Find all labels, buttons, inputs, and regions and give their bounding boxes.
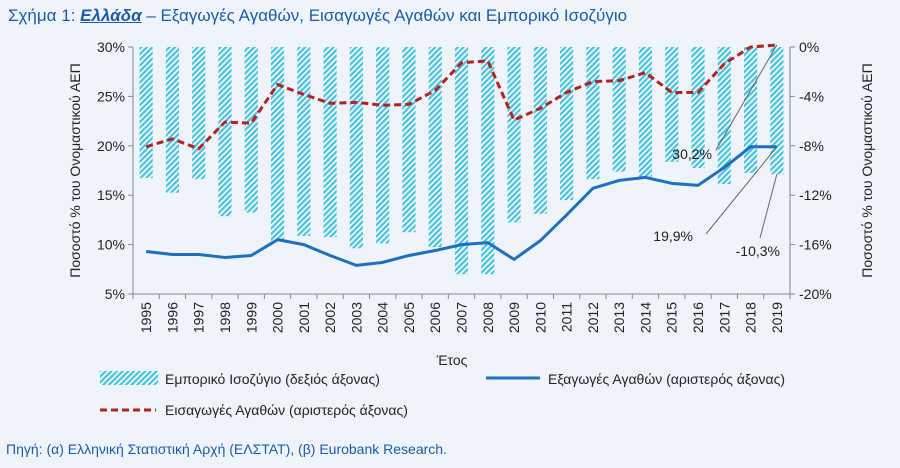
x-tick-label-2015: 2015 [664,302,680,333]
bar-2007 [454,47,469,275]
x-axis-title: Έτος [436,352,468,368]
legend: Εμπορικό Ισοζύγιο (δεξιός άξονας) Εξαγωγέ… [100,371,785,418]
bar-1996 [165,47,179,193]
left-tick-label: 25% [97,88,125,104]
legend-label-exports: Εξαγωγές Αγαθών (αριστερός άξονας) [548,371,785,387]
bar-series [139,47,784,275]
bar-2010 [533,47,547,214]
x-tick-label-1997: 1997 [191,302,207,333]
right-tick-label: -16% [799,237,832,253]
x-tick-label-1995: 1995 [138,302,154,333]
x-tick-label-2017: 2017 [716,302,732,333]
title-prefix: Σχήμα 1: [8,6,81,25]
right-tick-label: 0% [799,39,819,55]
right-tick-label: -20% [799,286,832,302]
x-tick-label-2013: 2013 [611,302,627,333]
right-tick-label: -4% [799,88,824,104]
x-tick-label-2007: 2007 [454,302,470,333]
right-tick-label: -12% [799,187,832,203]
x-tick-label-2019: 2019 [769,302,785,333]
x-tick-label-2006: 2006 [427,302,443,333]
exports-annotation-leader [705,146,778,235]
x-tick-label-2010: 2010 [532,302,548,333]
bar-2005 [402,47,416,233]
title-country: Ελλάδα [80,6,142,25]
title-rest: – Εξαγωγές Αγαθών, Εισαγωγές Αγαθών και … [141,6,628,25]
annotations: 30,2% 19,9% -10,3% [653,44,780,259]
x-tick-label-1999: 1999 [243,302,259,333]
left-tick-label: 15% [97,187,125,203]
x-tick-label-2009: 2009 [506,302,522,333]
exports-annotation: 19,9% [653,228,693,244]
x-tick-label-2012: 2012 [585,302,601,333]
x-tick-label-2018: 2018 [743,302,759,333]
bar-2013 [612,47,626,172]
right-tick-label: -8% [799,138,824,154]
bar-2012 [586,47,600,180]
line-series [145,43,777,267]
left-tick-label: 10% [97,237,125,253]
x-tick-label-2001: 2001 [296,302,312,333]
imports-annotation: 30,2% [672,146,712,162]
bar-2001 [297,47,311,236]
x-tick-label-2003: 2003 [348,302,364,333]
chart-title: Σχήμα 1: Ελλάδα – Εξαγωγές Αγαθών, Εισαγ… [8,6,627,26]
exports-line [145,145,777,267]
source-note: Πηγή: (α) Ελληνική Στατιστική Αρχή (ΕΛΣΤ… [6,441,447,457]
bar-2003 [349,47,363,249]
bar-2017 [717,47,731,185]
legend-label-imports: Εισαγωγές Αγαθών (αριστερός άξονας) [165,402,408,418]
y-left-axis-title: Ποσοστό % του Ονομαστικού ΑΕΠ [67,63,83,277]
imports-line [145,43,777,151]
x-tick-label-2000: 2000 [270,302,286,333]
bar-2008 [481,47,495,275]
left-tick-label: 30% [97,39,125,55]
bar-1995 [139,47,153,178]
bar-2018 [744,47,758,173]
bar-2016 [691,47,705,169]
x-tick-label-2004: 2004 [375,302,391,333]
bar-2019 [770,47,784,175]
bar-2015 [665,47,679,162]
left-tick-label: 20% [97,138,125,154]
x-tick-label-2016: 2016 [690,302,706,333]
bar-2000 [270,47,285,241]
bar-2002 [323,47,337,238]
x-tick-label-2005: 2005 [401,302,417,333]
x-tick-label-1998: 1998 [217,302,233,333]
bar-2014 [638,47,653,177]
legend-swatch-balance [100,371,158,385]
legend-label-balance: Εμπορικό Ισοζύγιο (δεξιός άξονας) [165,371,380,387]
bar-2011 [560,47,574,201]
bar-2004 [376,47,390,244]
x-tick-label-2002: 2002 [322,302,338,333]
x-tick-label-2014: 2014 [637,302,653,333]
y-right-axis-title: Ποσοστό % του Ονομαστικού ΑΕΠ [859,63,875,277]
balance-annotation: -10,3% [736,243,780,259]
bar-2009 [507,47,521,223]
left-tick-label: 5% [105,286,125,302]
bar-2006 [428,47,442,248]
bar-1998 [218,47,232,217]
bar-1999 [244,47,258,213]
imports-annotation-leader [715,44,778,151]
balance-annotation-leader [759,174,778,239]
x-tick-label-2011: 2011 [559,302,575,332]
bar-1997 [192,47,206,180]
x-tick-label-1996: 1996 [164,302,180,333]
x-tick-label-2008: 2008 [480,302,496,333]
axes: 5% 10% 15% 20% 25% 30% -20% -16% -12% -8% -4% 0% 199… [67,39,875,368]
